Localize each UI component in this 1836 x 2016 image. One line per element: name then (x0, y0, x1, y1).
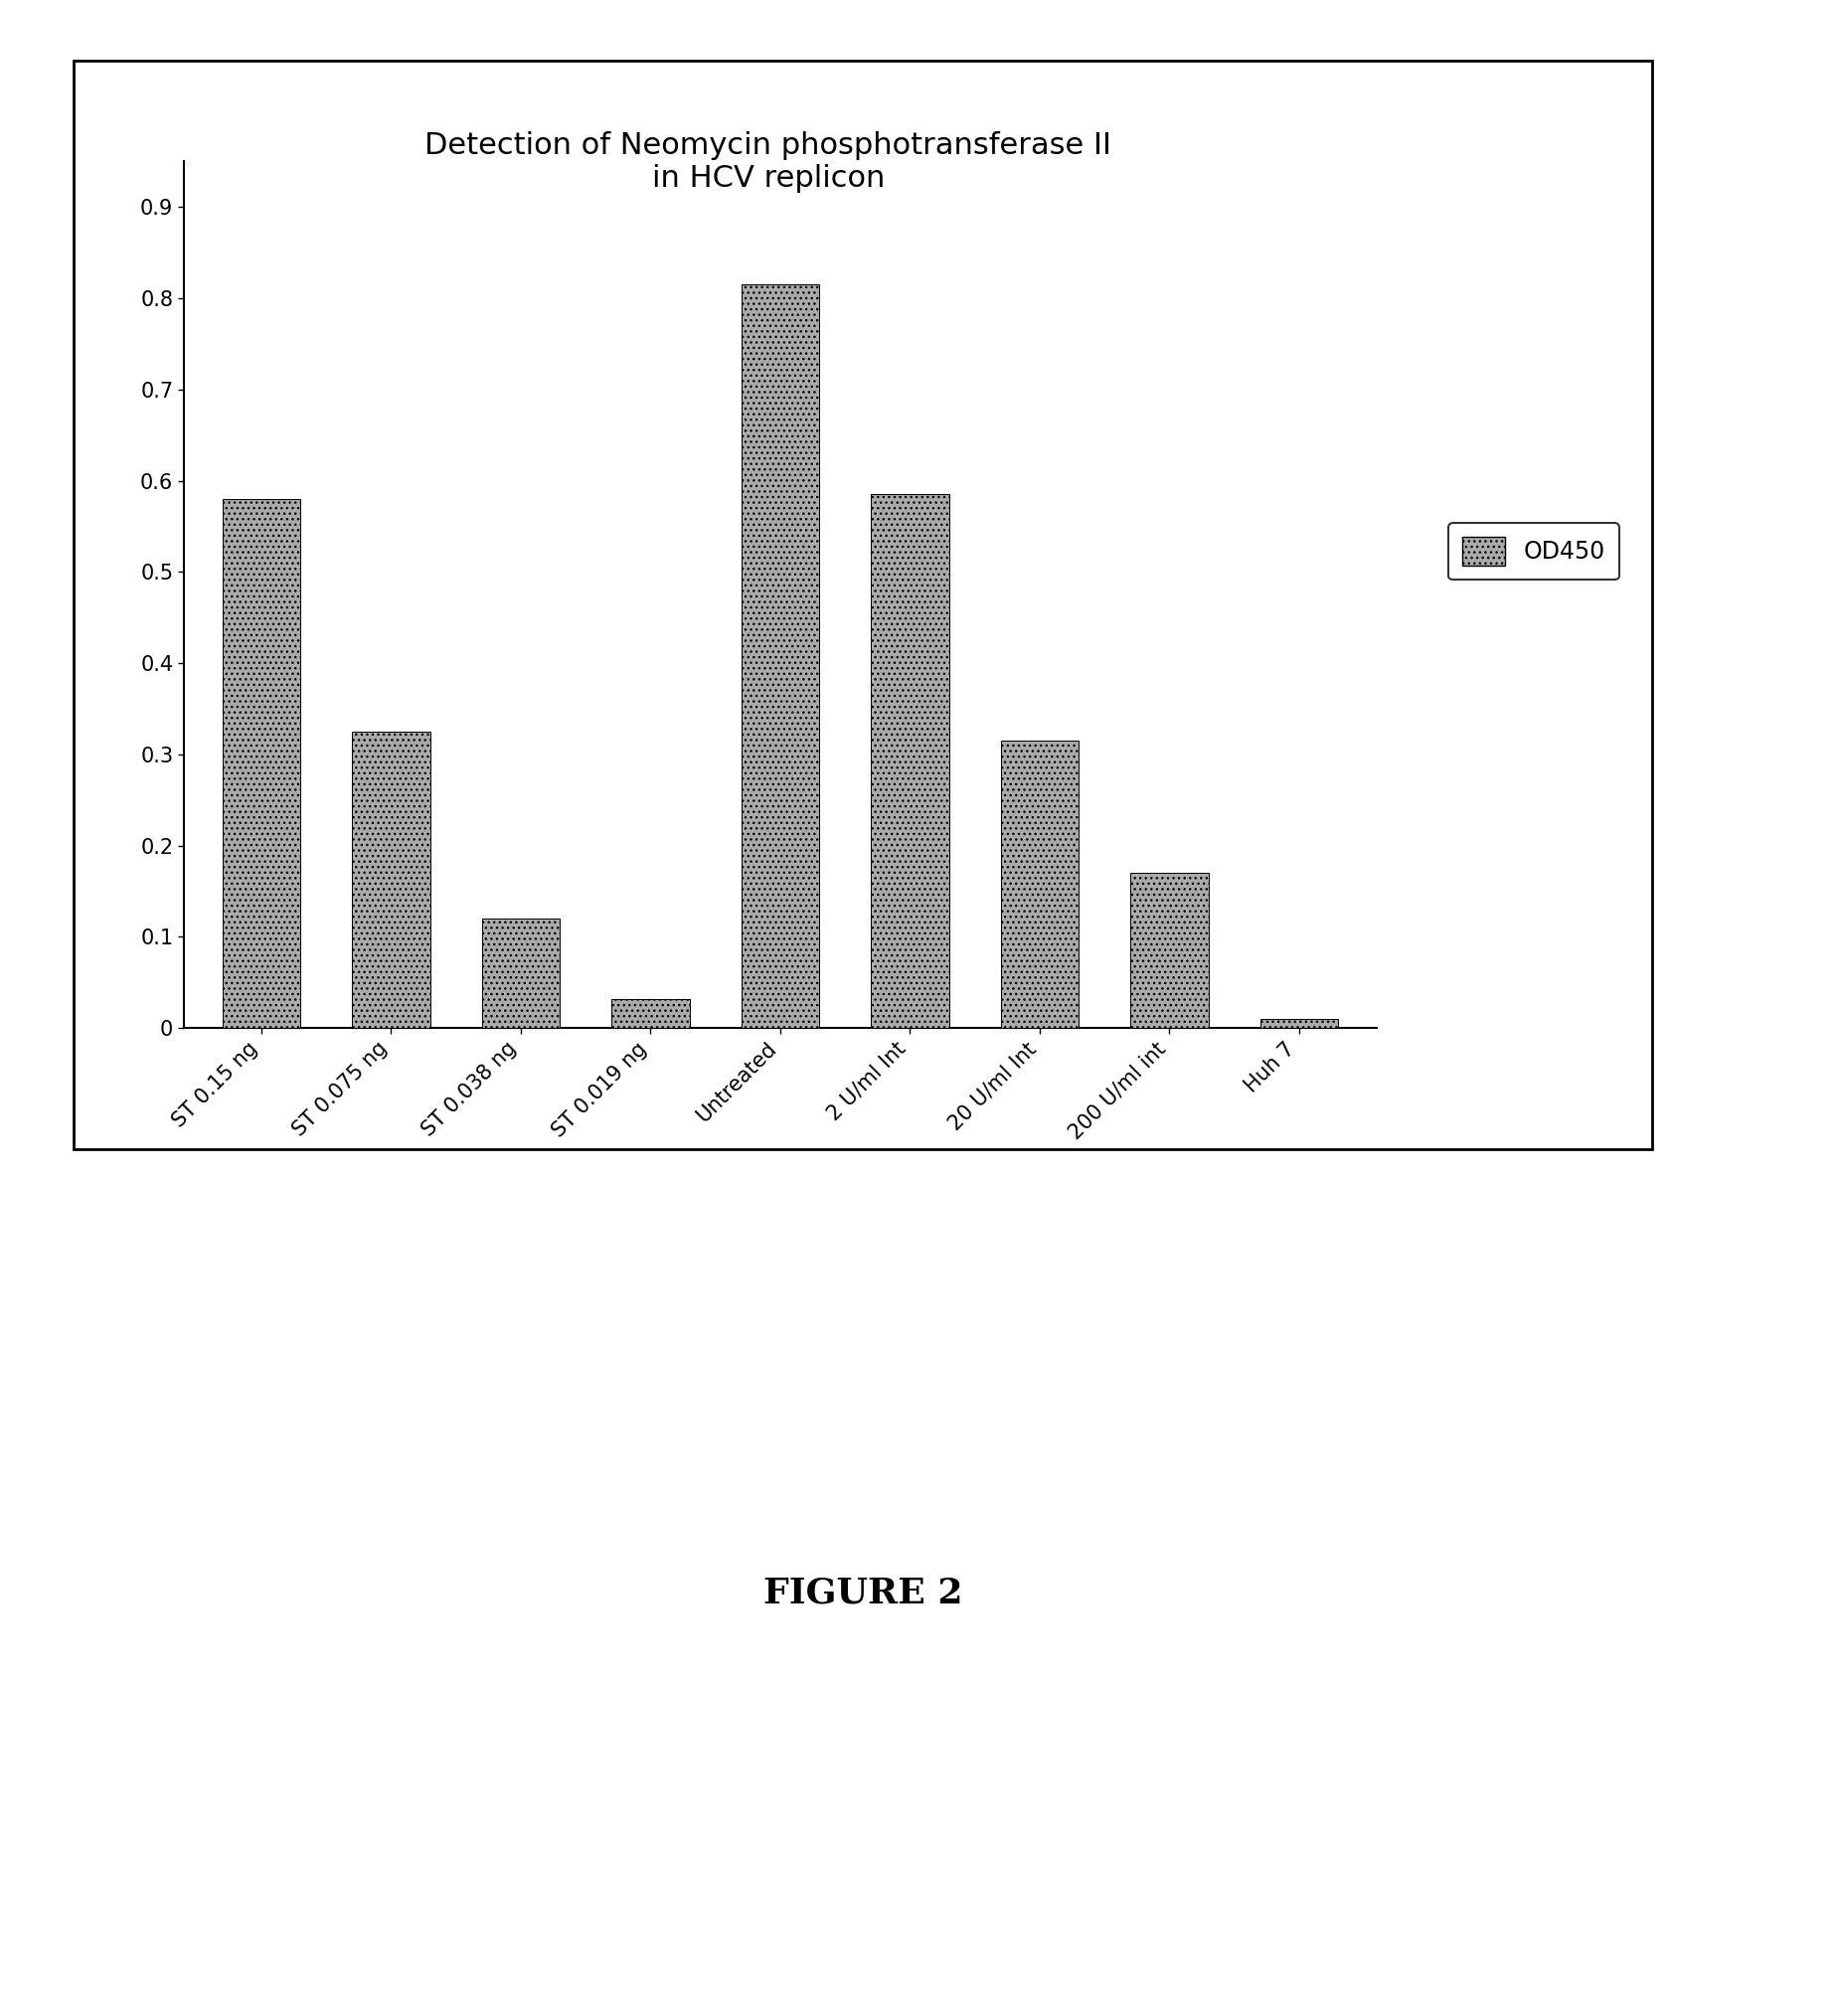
Bar (742, 284, 819, 1028)
Bar (611, 1000, 690, 1028)
Bar (222, 498, 301, 1028)
Legend: OD450: OD450 (1449, 522, 1619, 581)
Bar (870, 494, 949, 1028)
Text: FIGURE 2: FIGURE 2 (764, 1577, 962, 1609)
Bar (481, 919, 560, 1028)
Bar (1001, 740, 1080, 1028)
Bar (353, 732, 430, 1028)
Text: Detection of Neomycin phosphotransferase II
in HCV replicon: Detection of Neomycin phosphotransferase… (424, 131, 1111, 194)
Bar (1259, 1018, 1338, 1028)
Bar (1131, 873, 1208, 1028)
